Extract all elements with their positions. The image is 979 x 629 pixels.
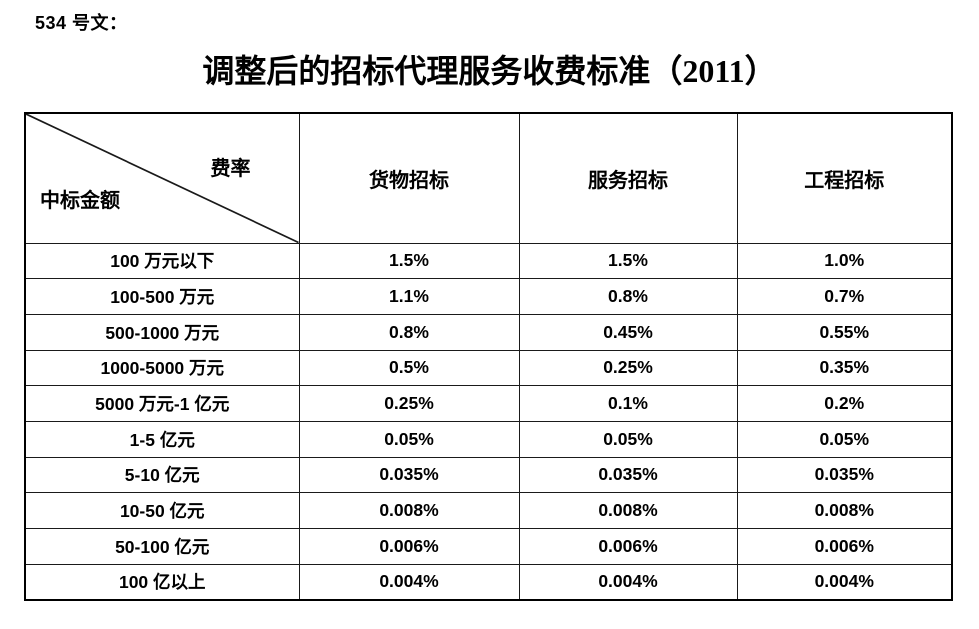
service-rate-cell: 0.004%	[518, 563, 738, 601]
service-rate-cell: 0.8%	[518, 278, 738, 315]
goods-rate-cell: 0.8%	[298, 313, 520, 351]
service-rate-cell: 1.5%	[518, 242, 738, 280]
amount-cell: 50-100 亿元	[24, 528, 300, 565]
table-row: 100 亿以上 0.004% 0.004% 0.004%	[24, 563, 953, 601]
table-row: 1000-5000 万元 0.5% 0.25% 0.35%	[24, 349, 953, 387]
engineering-rate-cell: 0.004%	[736, 563, 953, 601]
goods-rate-cell: 1.5%	[298, 242, 520, 280]
amount-cell: 100-500 万元	[24, 278, 300, 315]
engineering-rate-cell: 0.008%	[736, 492, 953, 529]
engineering-rate-cell: 0.2%	[736, 385, 953, 422]
column-header-goods: 货物招标	[298, 112, 520, 244]
goods-rate-cell: 0.006%	[298, 528, 520, 565]
doc-number-label: 534 号文：	[35, 13, 128, 33]
engineering-rate-cell: 0.55%	[736, 313, 953, 351]
service-rate-cell: 0.25%	[518, 349, 738, 387]
goods-rate-cell: 0.5%	[298, 349, 520, 387]
table-row: 10-50 亿元 0.008% 0.008% 0.008%	[24, 492, 953, 529]
fee-table: 费率 中标金额 货物招标 服务招标 工程招标 100 万元以下 1.5% 1.5…	[24, 112, 953, 601]
corner-header-cell: 费率 中标金额	[24, 112, 300, 244]
engineering-rate-cell: 0.006%	[736, 528, 953, 565]
goods-rate-cell: 0.035%	[298, 456, 520, 494]
service-rate-cell: 0.1%	[518, 385, 738, 422]
amount-cell: 5000 万元-1 亿元	[24, 385, 300, 422]
amount-cell: 5-10 亿元	[24, 456, 300, 494]
engineering-rate-cell: 1.0%	[736, 242, 953, 280]
amount-cell: 100 亿以上	[24, 563, 300, 601]
table-row: 50-100 亿元 0.006% 0.006% 0.006%	[24, 528, 953, 565]
goods-rate-cell: 0.25%	[298, 385, 520, 422]
service-rate-cell: 0.45%	[518, 313, 738, 351]
table-row: 5000 万元-1 亿元 0.25% 0.1% 0.2%	[24, 385, 953, 422]
amount-cell: 100 万元以下	[24, 242, 300, 280]
amount-cell: 500-1000 万元	[24, 313, 300, 351]
service-rate-cell: 0.006%	[518, 528, 738, 565]
fee-table-body: 100 万元以下 1.5% 1.5% 1.0% 100-500 万元 1.1% …	[24, 242, 953, 601]
goods-rate-cell: 0.004%	[298, 563, 520, 601]
table-row: 100 万元以下 1.5% 1.5% 1.0%	[24, 242, 953, 280]
service-rate-cell: 0.008%	[518, 492, 738, 529]
column-header-engineering: 工程招标	[736, 112, 953, 244]
corner-label-amount: 中标金额	[40, 189, 120, 212]
table-row: 5-10 亿元 0.035% 0.035% 0.035%	[24, 456, 953, 494]
column-header-service: 服务招标	[518, 112, 738, 244]
header-row: 费率 中标金额 货物招标 服务招标 工程招标	[24, 112, 953, 244]
service-rate-cell: 0.05%	[518, 420, 738, 458]
goods-rate-cell: 0.008%	[298, 492, 520, 529]
engineering-rate-cell: 0.035%	[736, 456, 953, 494]
service-rate-cell: 0.035%	[518, 456, 738, 494]
table-row: 500-1000 万元 0.8% 0.45% 0.55%	[24, 313, 953, 351]
goods-rate-cell: 0.05%	[298, 420, 520, 458]
table-row: 1-5 亿元 0.05% 0.05% 0.05%	[24, 420, 953, 458]
goods-rate-cell: 1.1%	[298, 278, 520, 315]
amount-cell: 1-5 亿元	[24, 420, 300, 458]
engineering-rate-cell: 0.35%	[736, 349, 953, 387]
diagonal-divider-line	[26, 114, 299, 243]
table-row: 100-500 万元 1.1% 0.8% 0.7%	[24, 278, 953, 315]
engineering-rate-cell: 0.7%	[736, 278, 953, 315]
amount-cell: 1000-5000 万元	[24, 349, 300, 387]
page-title: 调整后的招标代理服务收费标准（2011）	[202, 53, 777, 89]
engineering-rate-cell: 0.05%	[736, 420, 953, 458]
amount-cell: 10-50 亿元	[24, 492, 300, 529]
corner-label-rate: 费率	[210, 158, 251, 180]
